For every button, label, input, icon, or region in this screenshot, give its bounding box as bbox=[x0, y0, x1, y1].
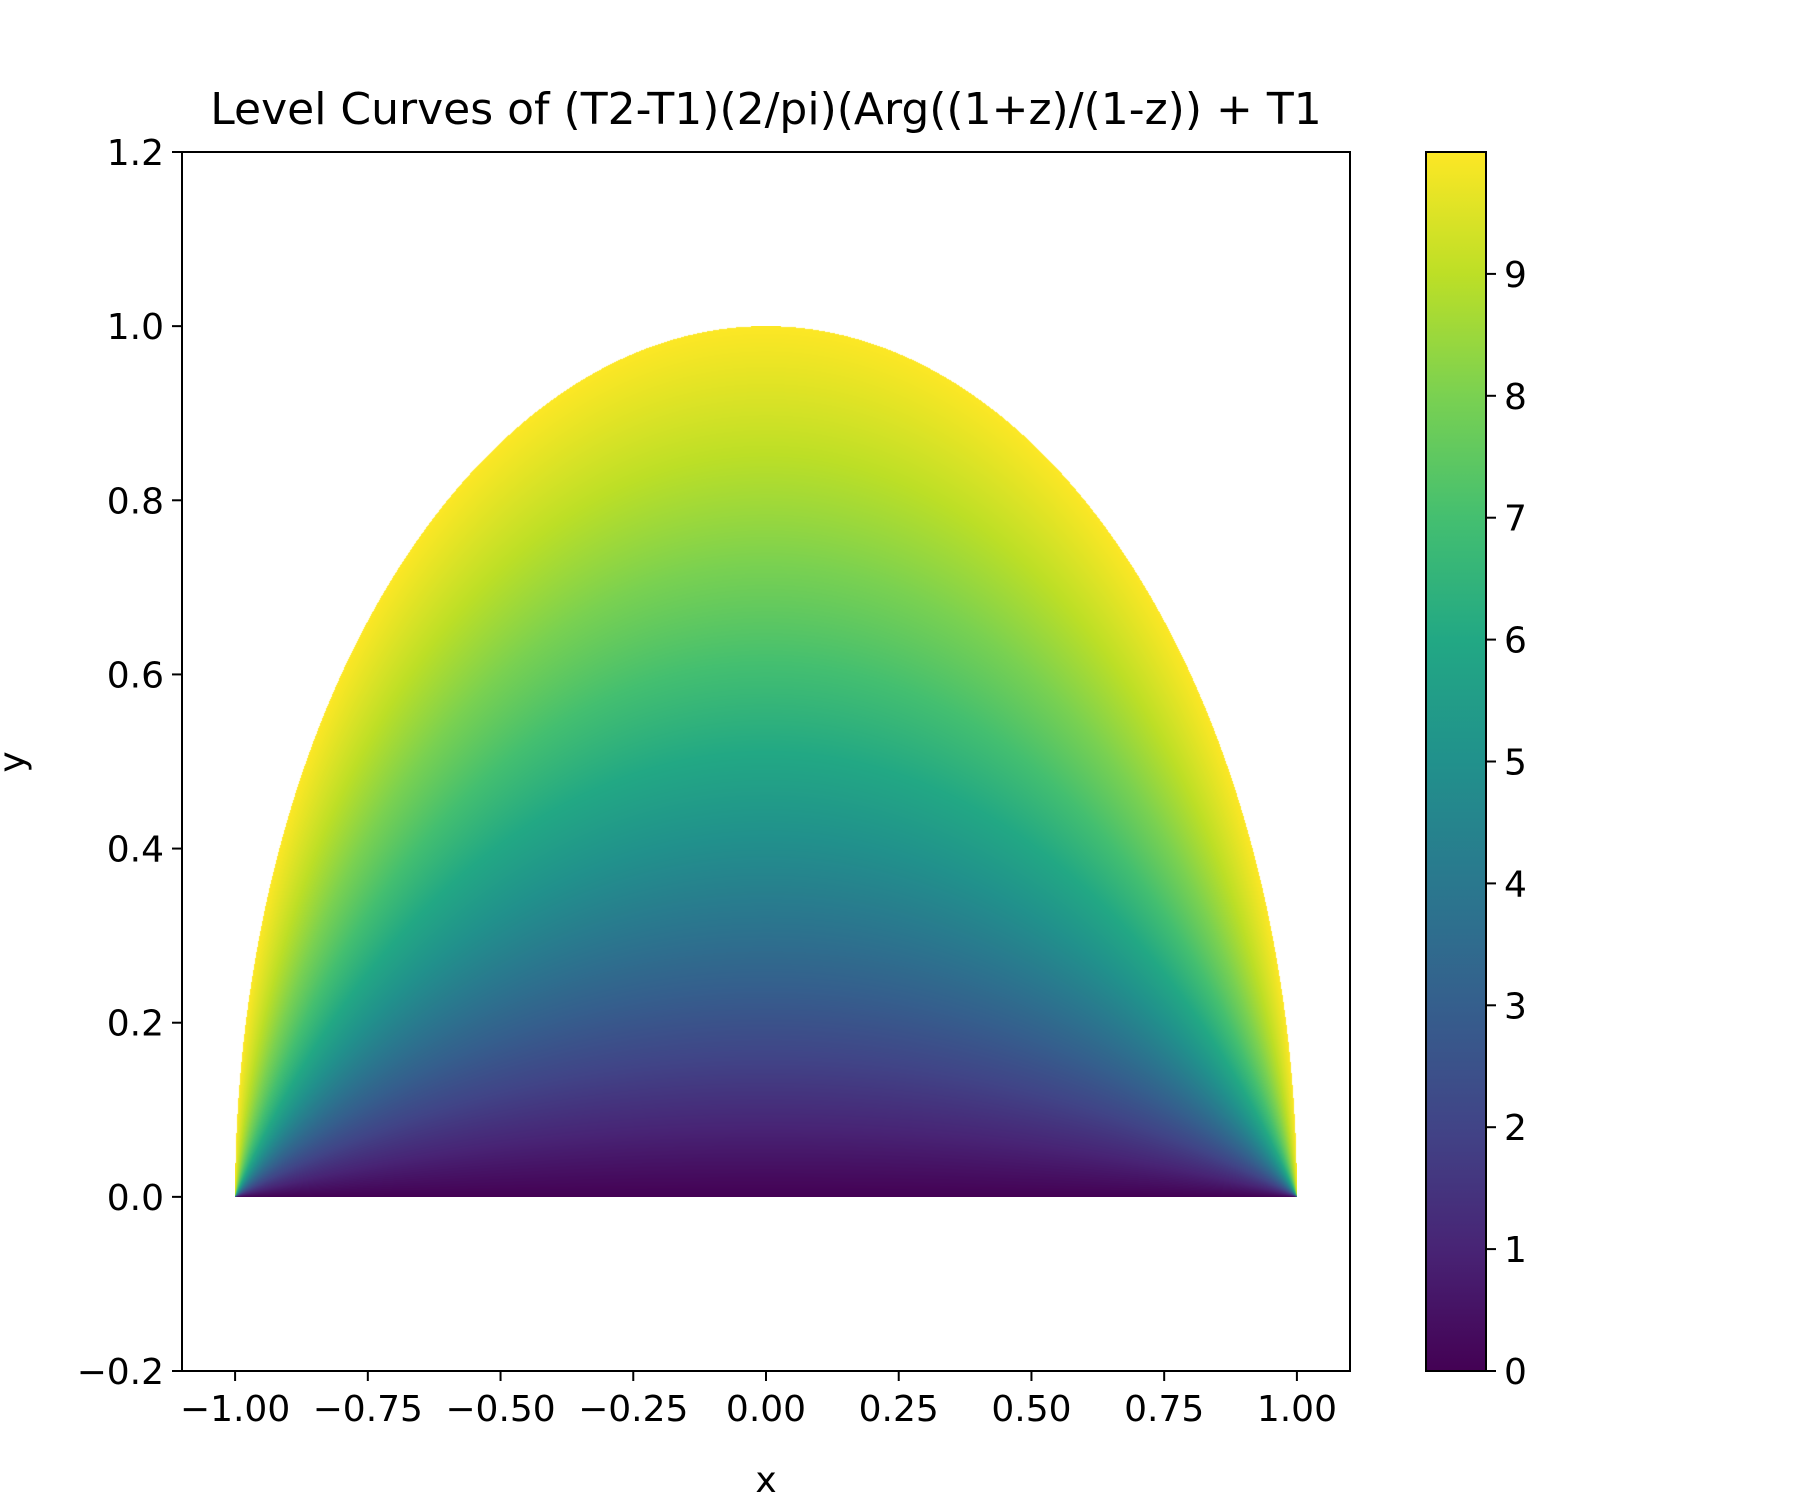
colorbar-tick-label: 4 bbox=[1504, 864, 1527, 905]
colorbar-tick-label: 1 bbox=[1504, 1230, 1527, 1271]
y-axis-ticks: −0.2 0.0 0.2 0.4 0.6 0.8 1.0 1.2 bbox=[77, 133, 182, 1393]
colorbar-tick-label: 8 bbox=[1504, 377, 1527, 418]
x-tick-label: 0.25 bbox=[859, 1389, 939, 1430]
colorbar-tick-label: 3 bbox=[1504, 986, 1527, 1027]
colorbar-tick-label: 5 bbox=[1504, 743, 1527, 784]
x-tick-label: 1.00 bbox=[1257, 1389, 1337, 1430]
colorbar-tick-label: 0 bbox=[1504, 1352, 1527, 1393]
chart-title: Level Curves of (T2-T1)(2/pi)(Arg((1+z)/… bbox=[210, 84, 1321, 135]
colorbar-tick-label: 7 bbox=[1504, 499, 1527, 540]
x-tick-label: 0.50 bbox=[991, 1389, 1071, 1430]
colorbar: 0 1 2 3 4 5 6 7 8 9 bbox=[1425, 151, 1527, 1393]
colorbar-tick-label: 2 bbox=[1504, 1108, 1527, 1149]
y-tick-label: 0.0 bbox=[107, 1178, 164, 1219]
y-tick-label: 0.8 bbox=[107, 481, 164, 522]
plot-area: −1.00 −0.75 −0.50 −0.25 0.00 0.25 0.50 0.75 1.00… bbox=[77, 133, 1351, 1430]
y-tick-label: 0.2 bbox=[107, 1004, 164, 1045]
y-tick-label: 0.6 bbox=[107, 655, 164, 696]
colorbar-gradient bbox=[1426, 152, 1486, 1371]
x-tick-label: −1.00 bbox=[180, 1389, 290, 1430]
colorbar-tick-label: 6 bbox=[1504, 621, 1527, 662]
x-tick-label: 0.00 bbox=[726, 1389, 806, 1430]
y-axis-label: y bbox=[0, 751, 33, 772]
x-tick-label: 0.75 bbox=[1124, 1389, 1204, 1430]
y-tick-label: 1.0 bbox=[107, 307, 164, 348]
x-axis-label: x bbox=[755, 1460, 776, 1500]
x-tick-label: −0.25 bbox=[578, 1389, 688, 1430]
heatmap-image bbox=[235, 326, 1297, 1197]
colorbar-tick-label: 9 bbox=[1504, 255, 1527, 296]
x-tick-label: −0.75 bbox=[313, 1389, 423, 1430]
colorbar-ticks: 0 1 2 3 4 5 6 7 8 9 bbox=[1486, 255, 1527, 1393]
x-axis-ticks: −1.00 −0.75 −0.50 −0.25 0.00 0.25 0.50 0.75 1.00 bbox=[180, 1371, 1337, 1430]
y-tick-label: −0.2 bbox=[77, 1352, 164, 1393]
x-tick-label: −0.50 bbox=[445, 1389, 555, 1430]
y-tick-label: 0.4 bbox=[107, 830, 164, 871]
y-tick-label: 1.2 bbox=[107, 133, 164, 174]
